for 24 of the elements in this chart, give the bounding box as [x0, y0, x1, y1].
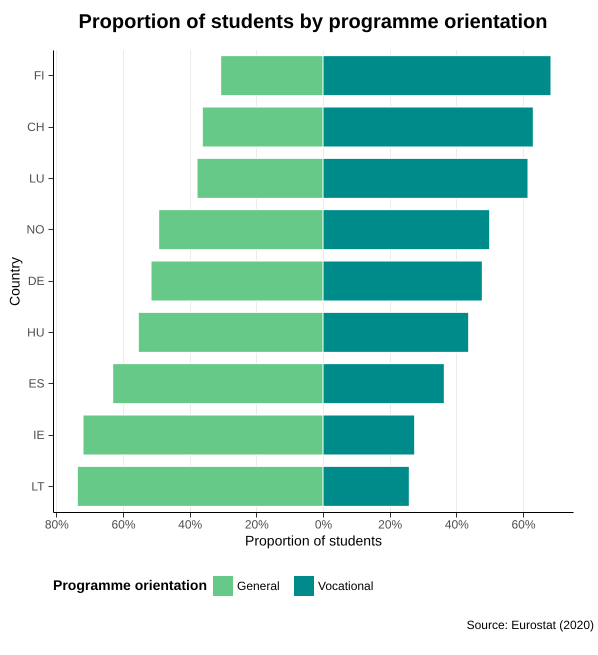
x-tick-label: 40% [178, 518, 202, 532]
x-tick-label: 40% [444, 518, 470, 532]
y-tick-label: LT [31, 479, 46, 494]
y-tick-label: IE [33, 428, 44, 442]
y-tick-label: LU [29, 171, 44, 186]
legend-title: Programme orientation [53, 577, 208, 593]
y-tick-label: DE [28, 274, 44, 288]
x-tick-label: 80% [44, 518, 70, 532]
x-tick-label: 60% [111, 518, 136, 532]
chart-title: Proportion of students by programme orientation [78, 11, 548, 33]
y-tick-label: ES [28, 376, 44, 391]
x-tick-label: 20% [244, 518, 270, 532]
legend-label: Vocational [318, 579, 374, 593]
y-tick-label: HU [27, 325, 44, 340]
x-axis-title: Proportion of students [245, 532, 382, 548]
y-tick-label: NO [26, 222, 44, 237]
legend-label: General [237, 579, 280, 593]
y-tick-label: CH [27, 120, 44, 134]
source-note: Source: Eurostat (2020) [466, 618, 594, 632]
x-tick-label: 60% [511, 518, 536, 532]
y-tick-label: FI [34, 68, 44, 83]
x-tick-label: 20% [378, 518, 402, 532]
x-tick-label: 0% [314, 518, 332, 532]
y-axis-title: Country [6, 256, 22, 306]
